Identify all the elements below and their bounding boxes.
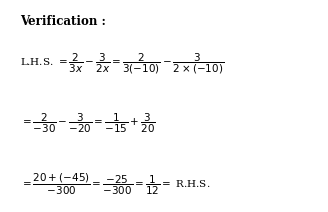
- Text: Verification :: Verification :: [20, 15, 106, 28]
- Text: $= \dfrac{20+(-45)}{-300} = \dfrac{-25}{-300} = \dfrac{1}{12} =$ R.H.S.: $= \dfrac{20+(-45)}{-300} = \dfrac{-25}{…: [20, 172, 210, 197]
- Text: L.H.S. $= \dfrac{2}{3x} - \dfrac{3}{2x} = \dfrac{2}{3(-10)} - \dfrac{3}{2\times(: L.H.S. $= \dfrac{2}{3x} - \dfrac{3}{2x} …: [20, 52, 224, 76]
- Text: $= \dfrac{2}{-30} - \dfrac{3}{-20} = \dfrac{1}{-15} + \dfrac{3}{20}$: $= \dfrac{2}{-30} - \dfrac{3}{-20} = \df…: [20, 111, 155, 135]
